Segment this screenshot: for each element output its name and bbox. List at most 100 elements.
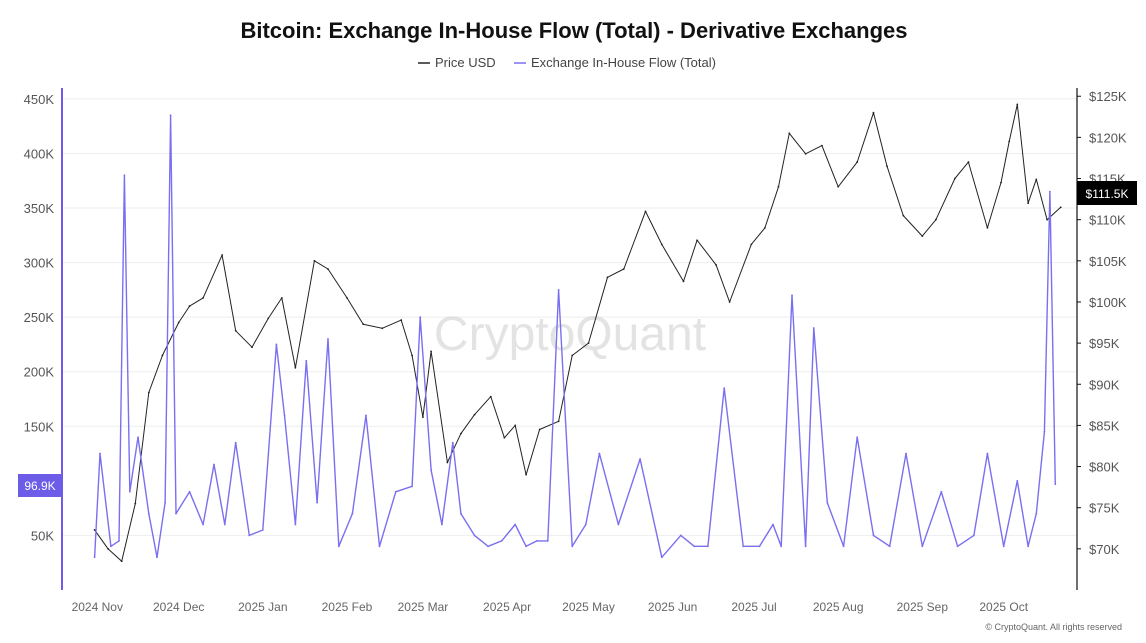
data-point [460, 512, 462, 515]
data-point [489, 395, 492, 398]
data-point [679, 534, 682, 537]
data-point [1016, 103, 1019, 106]
data-point [430, 469, 432, 471]
data-point [280, 296, 283, 299]
data-point [826, 501, 829, 504]
data-point [1043, 430, 1046, 433]
data-point [188, 490, 191, 493]
data-point [758, 545, 761, 548]
data-point [378, 545, 381, 548]
data-point [617, 523, 620, 526]
data-point [351, 512, 354, 515]
data-point [750, 243, 753, 246]
right-tick-label: $85K [1089, 418, 1120, 433]
data-point [986, 227, 989, 229]
data-point [525, 545, 527, 548]
left-tick-label: 350K [24, 201, 55, 216]
data-point [804, 545, 807, 548]
data-point [837, 185, 840, 188]
data-point [128, 490, 131, 493]
left-tick-label: 50K [31, 528, 54, 543]
data-point [202, 523, 205, 526]
data-point [921, 235, 924, 238]
data-point [400, 319, 403, 321]
data-point [123, 174, 126, 177]
right-tick-label: $110K [1089, 213, 1126, 228]
data-point [346, 296, 348, 299]
data-point [156, 556, 158, 559]
price-last-value: $111.5K [1086, 187, 1129, 201]
flow-last-value-badge: 96.9K [18, 474, 62, 497]
data-point [381, 327, 384, 330]
data-point [953, 177, 956, 180]
data-point [902, 214, 905, 217]
data-point [986, 452, 989, 455]
data-point [267, 317, 270, 320]
data-point [503, 436, 506, 439]
x-axis: 2024 Nov 2024 Dec 2025 Jan 2025 Feb 2025 Mar… [72, 600, 1029, 614]
data-point [234, 441, 237, 444]
x-tick-label: 2024 Dec [153, 600, 204, 614]
data-point [587, 342, 590, 345]
left-axis: 450K 400K 350K 300K 250K 200K 150K 50K [24, 92, 55, 544]
data-point [557, 420, 560, 423]
data-point [888, 545, 891, 548]
data-point [248, 534, 251, 537]
data-point [109, 545, 112, 548]
data-point [525, 473, 527, 476]
data-point [536, 539, 538, 542]
right-tick-label: $105K [1089, 254, 1127, 269]
x-tick-label: 2025 Jul [731, 600, 776, 614]
x-tick-label: 2025 Aug [813, 600, 864, 614]
data-point [107, 547, 110, 550]
data-point [820, 144, 823, 147]
x-tick-label: 2025 Jan [238, 600, 287, 614]
right-tick-label: $80K [1089, 460, 1120, 475]
data-point [872, 111, 875, 114]
right-tick-label: $100K [1089, 295, 1127, 310]
left-tick-label: 250K [24, 310, 55, 325]
x-tick-label: 2025 Feb [322, 600, 373, 614]
data-point [940, 490, 943, 493]
data-point [313, 259, 316, 262]
data-point [967, 161, 970, 163]
data-point [1008, 140, 1011, 143]
data-point [275, 343, 278, 346]
data-point [1027, 202, 1030, 205]
right-tick-label: $95K [1089, 336, 1120, 351]
data-point [1016, 479, 1019, 482]
data-point [305, 359, 308, 362]
data-point [213, 463, 215, 466]
data-point [715, 264, 717, 266]
data-point [473, 534, 476, 537]
data-point [147, 391, 150, 394]
right-tick-label: $70K [1089, 542, 1120, 557]
left-tick-label: 200K [24, 365, 55, 380]
data-point [598, 452, 601, 455]
data-point [886, 165, 888, 168]
data-point [221, 254, 224, 256]
data-point [473, 413, 476, 416]
data-point [99, 452, 101, 455]
data-point [118, 539, 120, 542]
copyright-credit: © CryptoQuant. All rights reserved [985, 622, 1122, 632]
data-point [696, 239, 698, 242]
gridlines [62, 98, 1077, 536]
data-point [1002, 545, 1005, 548]
data-point [175, 512, 177, 515]
right-axis: $125K$120K$115K$110K$105K$100K$95K$90K$8… [1077, 89, 1127, 557]
data-point [362, 323, 365, 326]
data-point [1035, 178, 1038, 181]
series-line [94, 104, 1062, 562]
data-point [1054, 483, 1057, 486]
data-point [514, 523, 517, 526]
x-tick-label: 2025 Sep [897, 600, 949, 614]
data-point [956, 545, 959, 548]
data-point [500, 539, 503, 542]
data-point [134, 502, 137, 505]
x-tick-label: 2024 Nov [72, 600, 123, 614]
data-point [147, 512, 150, 515]
data-point [546, 539, 549, 542]
x-tick-label: 2025 Jun [648, 600, 697, 614]
